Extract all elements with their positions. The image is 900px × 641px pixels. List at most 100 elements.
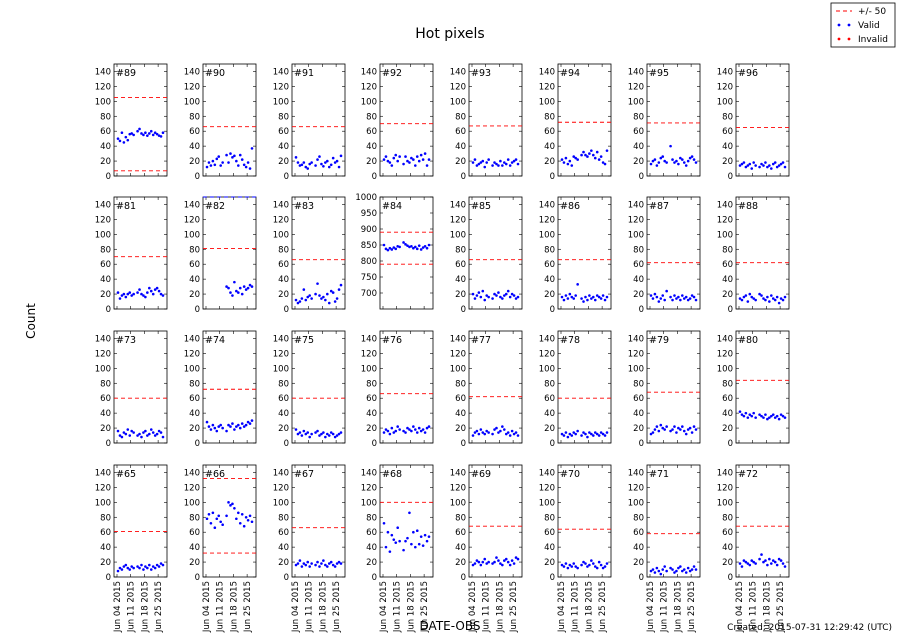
y-tick-label: 20 bbox=[189, 157, 200, 167]
panel-title: #66 bbox=[205, 469, 225, 480]
y-tick-label: 800 bbox=[361, 257, 377, 267]
data-point bbox=[404, 431, 407, 434]
x-tick-label: Jun 11 2015 bbox=[482, 581, 492, 633]
data-point bbox=[149, 428, 153, 431]
y-tick-label: 0 bbox=[461, 172, 466, 182]
data-point bbox=[588, 431, 591, 434]
panel-81: 0 20 40 60 80 100 120 140 #81 bbox=[95, 196, 168, 315]
data-point bbox=[679, 156, 682, 160]
panel-72: 0 20 40 60 80 100 120 140 Jun 04 2015 Jun 11 2015… bbox=[717, 464, 790, 633]
x-tick-label: Jun 25 2015 bbox=[776, 581, 786, 633]
x-tick-label: Jun 11 2015 bbox=[571, 581, 581, 633]
data-point bbox=[146, 434, 149, 437]
data-point bbox=[151, 133, 155, 137]
panel-83: 0 20 40 60 80 100 120 140 #83 bbox=[273, 196, 346, 315]
y-tick-label: 0 bbox=[106, 305, 111, 315]
panel-title: #88 bbox=[738, 201, 758, 212]
y-tick-label: 100 bbox=[717, 97, 733, 107]
data-point bbox=[300, 297, 304, 300]
data-point bbox=[506, 158, 510, 161]
data-point bbox=[775, 165, 779, 169]
data-point bbox=[605, 149, 609, 152]
y-tick-label: 140 bbox=[628, 334, 644, 344]
panel-frame bbox=[379, 464, 434, 578]
panel-title: #85 bbox=[471, 201, 491, 212]
y-tick-label: 80 bbox=[100, 112, 111, 122]
data-point bbox=[250, 147, 254, 150]
y-tick-label: 40 bbox=[544, 275, 555, 285]
y-tick-label: 60 bbox=[722, 127, 733, 137]
data-point bbox=[425, 539, 429, 543]
data-point bbox=[659, 156, 663, 160]
data-point bbox=[149, 568, 153, 571]
data-point bbox=[116, 569, 120, 573]
data-point bbox=[298, 431, 302, 434]
data-point bbox=[768, 300, 771, 303]
data-point bbox=[128, 434, 132, 437]
data-point bbox=[227, 501, 230, 504]
data-point bbox=[742, 161, 746, 164]
data-point bbox=[215, 517, 219, 521]
data-point bbox=[601, 566, 605, 570]
data-point bbox=[512, 294, 516, 297]
x-tick-label: Jun 04 2015 bbox=[291, 581, 301, 633]
y-tick-label: 100 bbox=[628, 230, 644, 240]
x-tick-label: Jun 04 2015 bbox=[646, 581, 656, 633]
panel-frame bbox=[379, 63, 434, 177]
data-point bbox=[477, 162, 481, 166]
y-tick-label: 120 bbox=[273, 82, 289, 92]
data-point bbox=[560, 295, 564, 299]
data-point bbox=[657, 161, 661, 164]
y-tick-label: 40 bbox=[189, 142, 200, 152]
data-point bbox=[675, 297, 678, 300]
data-point bbox=[677, 426, 680, 430]
data-point bbox=[590, 149, 593, 152]
data-point bbox=[595, 294, 599, 297]
data-point bbox=[580, 153, 583, 157]
data-point bbox=[148, 563, 151, 567]
data-point bbox=[402, 241, 405, 244]
data-point bbox=[130, 132, 133, 135]
y-tick-label: 120 bbox=[628, 483, 644, 493]
data-point bbox=[738, 410, 742, 413]
y-tick-label: 140 bbox=[539, 67, 555, 77]
data-point bbox=[504, 162, 508, 166]
data-point bbox=[684, 164, 688, 167]
data-point bbox=[771, 297, 775, 300]
data-point bbox=[752, 560, 755, 564]
data-point bbox=[570, 565, 574, 568]
data-point bbox=[665, 425, 668, 428]
y-tick-label: 140 bbox=[450, 468, 466, 478]
data-point bbox=[300, 434, 304, 437]
data-point bbox=[421, 544, 425, 547]
data-point bbox=[762, 560, 765, 564]
data-point bbox=[398, 245, 401, 249]
data-point bbox=[686, 428, 690, 431]
data-point bbox=[570, 434, 574, 437]
data-point bbox=[246, 286, 250, 290]
data-point bbox=[694, 568, 698, 571]
data-point bbox=[333, 565, 337, 568]
y-tick-label: 80 bbox=[100, 513, 111, 523]
y-tick-label: 140 bbox=[273, 468, 289, 478]
data-point bbox=[136, 129, 139, 133]
data-point bbox=[762, 297, 765, 300]
data-point bbox=[775, 414, 779, 418]
y-tick-label: 0 bbox=[461, 573, 466, 583]
data-point bbox=[417, 426, 421, 430]
data-point bbox=[406, 536, 409, 540]
data-point bbox=[599, 297, 603, 300]
y-tick-label: 60 bbox=[366, 127, 377, 137]
data-point bbox=[419, 248, 423, 251]
y-tick-label: 0 bbox=[461, 305, 466, 315]
data-point bbox=[384, 545, 388, 549]
data-point bbox=[477, 560, 481, 564]
data-point bbox=[425, 164, 429, 167]
data-point bbox=[132, 566, 135, 570]
data-point bbox=[760, 414, 763, 418]
y-tick-label: 40 bbox=[455, 543, 466, 553]
data-point bbox=[748, 162, 752, 166]
panel-title: #71 bbox=[649, 469, 669, 480]
y-tick-label: 80 bbox=[633, 379, 644, 389]
y-tick-label: 60 bbox=[189, 260, 200, 270]
